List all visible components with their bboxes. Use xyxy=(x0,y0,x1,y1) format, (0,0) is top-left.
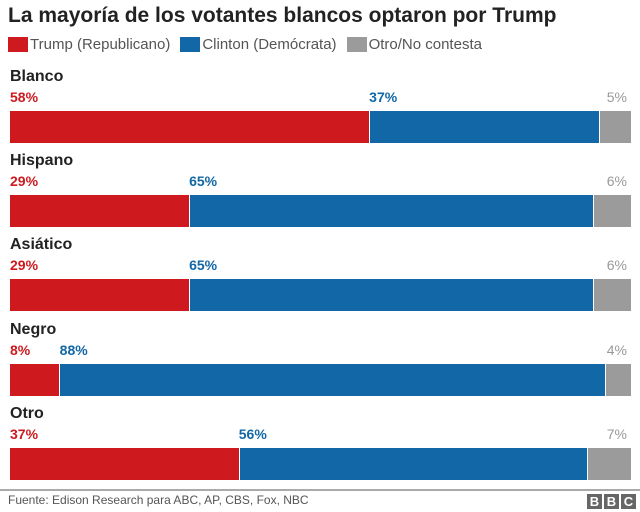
category-label: Blanco xyxy=(10,68,64,85)
bar-segment xyxy=(10,363,59,396)
bar-segment xyxy=(10,447,239,480)
chart-title: La mayoría de los votantes blancos optar… xyxy=(8,4,557,27)
bar-segment xyxy=(10,195,190,228)
legend-item-clinton: Clinton (Demócrata) xyxy=(180,36,337,53)
legend-label: Trump (Republicano) xyxy=(30,36,171,53)
bar-segment xyxy=(10,111,370,143)
logo-letter: B xyxy=(587,494,602,509)
legend-item-trump: Trump (Republicano) xyxy=(8,36,170,53)
bar-segment xyxy=(599,111,631,143)
bar-segment xyxy=(190,195,593,228)
data-label: 29% xyxy=(10,173,39,190)
legend-label: Clinton (Demócrata) xyxy=(202,36,337,53)
bar-segment xyxy=(59,363,606,396)
data-label: 7% xyxy=(606,425,627,442)
logo-letter: B xyxy=(604,494,619,509)
data-label: 6% xyxy=(606,257,627,274)
data-label: 58% xyxy=(10,89,39,105)
bar-segment xyxy=(370,111,599,143)
logo-letter: C xyxy=(621,494,636,509)
legend-swatch xyxy=(8,37,28,52)
legend-label: Otro/No contesta xyxy=(368,36,482,53)
category-label: Asiático xyxy=(10,236,73,254)
bar-segment xyxy=(587,447,631,480)
source-note: Fuente: Edison Research para ABC, AP, CB… xyxy=(8,493,309,507)
data-label: 37% xyxy=(369,89,398,105)
legend-item-other: Otro/No contesta xyxy=(346,36,482,53)
data-label: 56% xyxy=(238,425,267,442)
data-label: 88% xyxy=(59,341,88,358)
bar-segment xyxy=(190,279,593,312)
data-label: 65% xyxy=(189,257,218,274)
data-label: 5% xyxy=(606,89,627,105)
bar-segment xyxy=(239,447,587,480)
legend-swatch xyxy=(346,37,367,52)
category-label: Otro xyxy=(10,404,44,422)
category-label: Hispano xyxy=(10,152,74,170)
legend-swatch xyxy=(180,37,201,52)
footer-divider xyxy=(0,489,640,491)
legend: Trump (Republicano) Clinton (Demócrata) … xyxy=(8,36,482,53)
bar-segment xyxy=(606,363,631,396)
data-label: 4% xyxy=(606,341,627,358)
category-label: Negro xyxy=(10,320,57,338)
data-label: 37% xyxy=(10,425,39,442)
bar-segment xyxy=(593,195,631,228)
bar-segment xyxy=(593,279,631,312)
data-label: 8% xyxy=(10,341,31,358)
data-label: 29% xyxy=(10,257,39,274)
data-label: 6% xyxy=(606,173,627,190)
bar-segment xyxy=(10,279,190,312)
data-label: 65% xyxy=(189,173,218,190)
stacked-bar-chart: Blanco 58% 37% 5% Hispano 29% 65% 6% Asiático 29%… xyxy=(10,68,631,480)
